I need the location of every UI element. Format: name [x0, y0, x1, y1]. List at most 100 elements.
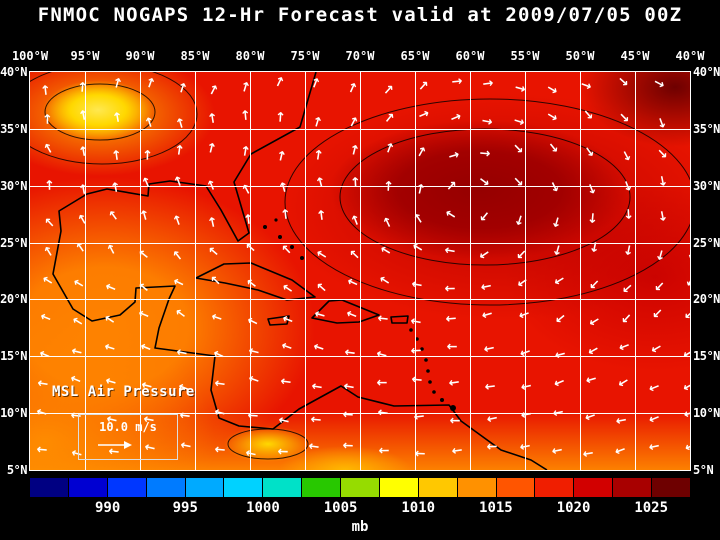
- wind-arrow-icon: →: [306, 75, 325, 92]
- wind-arrow-icon: →: [509, 172, 528, 191]
- wind-arrow-icon: →: [584, 275, 604, 294]
- wind-arrow-icon: →: [42, 179, 58, 191]
- wind-arrow-icon: →: [484, 409, 499, 427]
- wind-arrow-icon: →: [578, 76, 595, 95]
- lon-tick-label: 80°W: [235, 49, 265, 63]
- wind-arrow-icon: →: [135, 244, 154, 263]
- wind-arrow-icon: →: [101, 310, 119, 329]
- grid-line-horizontal: [30, 128, 690, 130]
- wind-arrow-icon: →: [377, 240, 395, 260]
- wind-arrow-icon: →: [102, 278, 119, 297]
- grid-line-horizontal: [30, 356, 690, 358]
- colorbar-segment: [263, 478, 302, 497]
- wind-arrow-icon: →: [516, 304, 532, 323]
- wind-arrow-icon: →: [137, 174, 156, 191]
- wind-arrow-icon: →: [279, 278, 297, 297]
- wind-arrow-icon: →: [308, 114, 327, 130]
- wind-arrow-icon: →: [549, 441, 564, 459]
- latitude-axis-right: 40°N 35°N 30°N 25°N 20°N 15°N 10°N 5°N: [693, 65, 720, 477]
- wind-arrow-icon: →: [581, 181, 600, 197]
- wind-arrow-icon: →: [647, 437, 662, 454]
- wind-arrow-icon: →: [343, 304, 360, 323]
- wind-arrow-icon: →: [613, 72, 632, 92]
- wind-arrow-icon: →: [40, 113, 56, 125]
- wind-arrow-icon: →: [174, 80, 192, 96]
- wind-arrow-icon: →: [213, 374, 227, 391]
- grid-line-vertical: [85, 72, 86, 470]
- wind-arrow-icon: →: [412, 407, 425, 424]
- colorbar-segment: [185, 478, 224, 497]
- wind-arrow-icon: →: [543, 139, 563, 158]
- wind-arrow-icon: →: [612, 440, 628, 459]
- wind-arrow-icon: →: [409, 275, 424, 293]
- colorbar-segment: [418, 478, 457, 497]
- wind-arrow-icon: →: [313, 244, 331, 264]
- wind-arrow-icon: →: [237, 79, 256, 94]
- wind-arrow-icon: →: [205, 81, 224, 99]
- wind-arrow-icon: →: [75, 144, 93, 158]
- wind-arrow-icon: →: [414, 77, 434, 96]
- wind-arrow-icon: →: [246, 370, 262, 388]
- wind-arrow-icon: →: [447, 108, 464, 127]
- wind-arrow-icon: →: [584, 211, 601, 224]
- wind-arrow-icon: →: [450, 74, 464, 91]
- wind-arrow-icon: →: [415, 105, 432, 125]
- grid-line-vertical: [305, 72, 306, 470]
- pressure-map: → → → → → → → → → → → → → → → → → → → → → → → → → → → → → → → → → → → → → → → →…: [29, 71, 691, 471]
- lat-tick-label-left: 5°N: [6, 463, 28, 477]
- wind-arrow-icon: →: [380, 140, 399, 156]
- wind-arrow-icon: →: [346, 142, 365, 158]
- wind-arrow-icon: →: [172, 115, 191, 131]
- wind-arrow-icon: →: [69, 311, 87, 331]
- wind-arrow-icon: →: [479, 146, 492, 163]
- colorbar-tick-label: 1005: [323, 500, 358, 516]
- wind-arrow-icon: →: [171, 143, 188, 157]
- wind-arrow-icon: →: [551, 403, 566, 421]
- wind-arrow-icon: →: [75, 182, 92, 196]
- colorbar-segment: [68, 478, 107, 497]
- grid-line-vertical: [470, 72, 471, 470]
- wind-arrow-icon: →: [345, 114, 364, 131]
- colorbar: [30, 478, 690, 497]
- lon-tick-label: 95°W: [70, 49, 100, 63]
- wind-arrow-icon: →: [686, 113, 690, 130]
- wind-arrow-icon: →: [246, 342, 261, 360]
- wind-arrow-icon: →: [135, 277, 153, 297]
- wind-arrow-icon: →: [241, 237, 260, 257]
- colorbar-segment: [496, 478, 535, 497]
- wind-arrow-icon: →: [107, 180, 124, 194]
- longitude-axis: 100°W 95°W 90°W 85°W 80°W 75°W 70°W 65°W 60°W 55°…: [0, 49, 720, 64]
- latitude-axis-left: 40°N 35°N 30°N 25°N 20°N 15°N 10°N 5°N: [0, 65, 27, 477]
- lat-tick-label-left: 30°N: [0, 178, 27, 193]
- wind-arrow-icon: →: [474, 206, 494, 225]
- wind-arrow-icon: →: [651, 75, 668, 94]
- wind-arrow-icon: →: [74, 81, 91, 94]
- wind-arrow-icon: →: [203, 177, 222, 194]
- wind-arrow-icon: →: [240, 212, 258, 226]
- wind-arrow-icon: →: [343, 343, 357, 361]
- grid-line-vertical: [525, 72, 526, 470]
- colorbar-segment: [30, 478, 68, 497]
- wind-arrow-icon: →: [209, 308, 225, 327]
- wind-arrow-icon: →: [376, 403, 389, 421]
- lon-tick-label: 75°W: [290, 49, 320, 63]
- wind-arrow-icon: →: [40, 242, 59, 260]
- grid-line-horizontal: [30, 299, 690, 301]
- wind-arrow-icon: →: [312, 277, 331, 296]
- wind-arrow-icon: →: [136, 305, 153, 324]
- colorbar-tick-label: 1015: [479, 500, 513, 516]
- wind-arrow-icon: →: [75, 108, 93, 122]
- wind-arrow-icon: →: [169, 211, 187, 228]
- colorbar-segment: [224, 478, 263, 497]
- wind-arrow-icon: →: [212, 403, 228, 421]
- wind-arrow-icon: →: [616, 337, 632, 356]
- lon-tick-label: 100°W: [11, 49, 49, 63]
- wind-arrow-icon: →: [578, 105, 597, 125]
- wind-arrow-icon: →: [618, 177, 637, 194]
- wind-arrow-icon: →: [518, 377, 533, 395]
- grid-line-horizontal: [30, 242, 690, 244]
- lat-tick-label-left: 10°N: [0, 406, 27, 421]
- lon-tick-label: 85°W: [180, 49, 210, 63]
- wind-arrow-icon: →: [508, 140, 528, 159]
- wind-arrow-icon: →: [343, 80, 362, 97]
